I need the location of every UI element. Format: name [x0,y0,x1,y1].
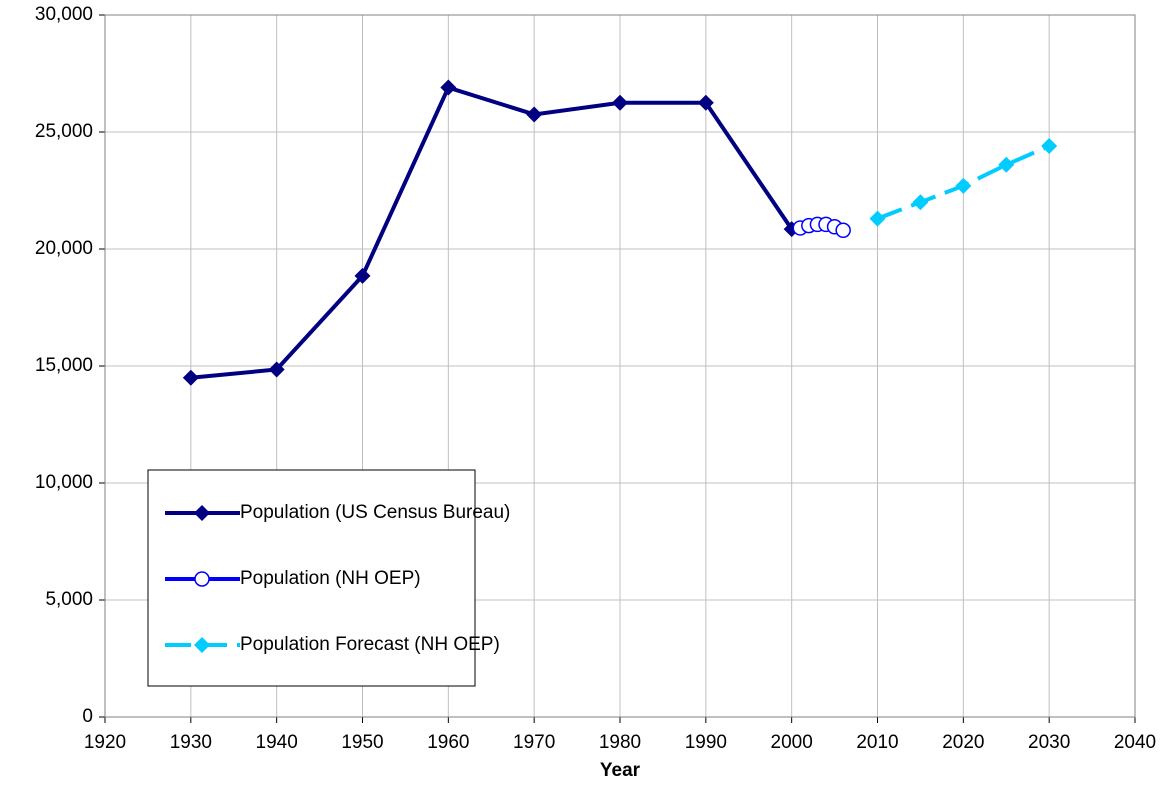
x-tick-label: 2010 [856,732,898,753]
series-line [190,85,794,380]
legend-label: Population (NH OEP) [240,568,421,589]
x-tick-label: 1970 [513,732,555,753]
marker [955,177,972,194]
marker [354,267,371,284]
marker [268,361,285,378]
x-tick-label: 1930 [170,732,212,753]
x-tick-label: 1920 [84,732,126,753]
x-axis-title: Year [600,760,641,781]
marker [182,369,199,386]
legend-label: Population Forecast (NH OEP) [240,634,500,655]
legend-marker [194,637,210,653]
y-tick-label: 0 [82,706,93,727]
marker [869,210,886,227]
marker [912,194,929,211]
x-tick-label: 1990 [685,732,727,753]
x-tick-label: 1980 [599,732,641,753]
y-tick-label: 30,000 [35,4,93,25]
legend-marker [194,571,210,587]
x-tick-label: 2000 [771,732,813,753]
marker [835,222,851,239]
x-tick-label: 1940 [256,732,298,753]
legend-label: Population (US Census Bureau) [240,502,510,523]
marker [440,79,457,96]
marker [998,156,1015,173]
marker [697,94,714,111]
marker [612,94,628,111]
y-tick-label: 10,000 [35,472,93,493]
marker [526,106,543,123]
x-tick-label: 2040 [1114,732,1156,753]
legend-marker [194,505,210,521]
x-tick-label: 1960 [427,732,469,753]
marker [1041,138,1058,155]
plot-border [104,14,1136,718]
y-tick-label: 20,000 [35,238,93,259]
x-tick-label: 1950 [341,732,383,753]
y-tick-label: 15,000 [35,355,93,376]
y-tick-label: 25,000 [35,121,93,142]
x-tick-label: 2030 [1028,732,1070,753]
y-tick-label: 5,000 [45,589,93,610]
x-tick-label: 2020 [942,732,984,753]
